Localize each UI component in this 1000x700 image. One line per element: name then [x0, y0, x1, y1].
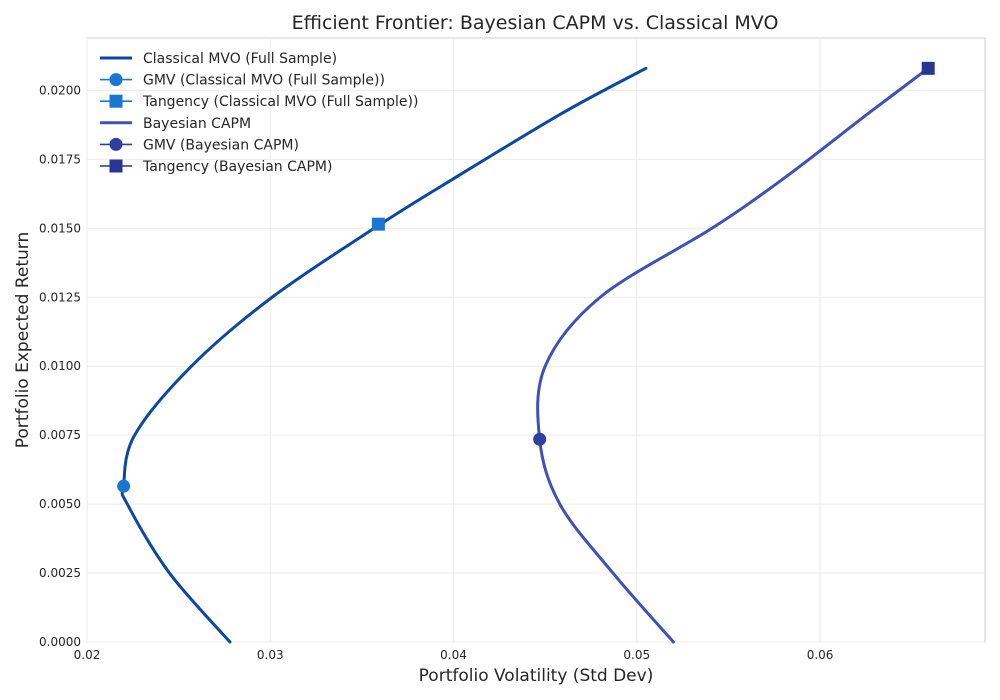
grid	[86, 38, 985, 643]
y-tick-label: 0.0125	[39, 290, 81, 304]
legend-item: GMV (Classical MVO (Full Sample))	[100, 73, 385, 89]
series-layer	[117, 61, 935, 644]
frontier-line-classical-mvo-full-sample	[120, 66, 648, 644]
legend-marker-swatch	[109, 137, 123, 151]
y-tick-label: 0.0000	[39, 635, 81, 649]
y-axis-ticks: 0.0000 0.0025 0.0050 0.0075 0.0100 0.0125 0.01…	[39, 83, 81, 649]
marker-gmv-bayesian-capm	[533, 432, 547, 446]
x-tick-label: 0.03	[257, 648, 284, 662]
y-tick-label: 0.0050	[39, 497, 81, 511]
legend-label: Bayesian CAPM	[143, 116, 251, 132]
y-tick-label: 0.0100	[39, 359, 81, 373]
x-tick-label: 0.02	[74, 648, 101, 662]
legend-item: Bayesian CAPM	[100, 116, 251, 132]
marker-gmv-classical-mvo-full-sample	[117, 479, 131, 493]
y-axis-label: Portfolio Expected Return	[13, 232, 33, 448]
legend-label: Tangency (Classical MVO (Full Sample))	[142, 94, 418, 110]
y-tick-label: 0.0200	[39, 83, 81, 97]
marker-tangency-bayesian-capm	[921, 61, 935, 75]
x-axis-label: Portfolio Volatility (Std Dev)	[419, 666, 654, 686]
legend-item: GMV (Bayesian CAPM)	[100, 137, 299, 153]
legend-label: GMV (Bayesian CAPM)	[143, 137, 299, 153]
frontier-line-bayesian-capm	[536, 66, 930, 644]
x-axis-ticks: 0.02 0.03 0.04 0.05 0.06	[74, 648, 834, 662]
x-tick-label: 0.06	[807, 648, 834, 662]
chart-title: Efficient Frontier: Bayesian CAPM vs. Cl…	[292, 12, 779, 34]
legend-item: Classical MVO (Full Sample)	[100, 51, 337, 67]
legend-item: Tangency (Bayesian CAPM)	[100, 159, 332, 175]
marker-tangency-classical-mvo-full-sample	[371, 217, 385, 231]
legend-marker-swatch	[109, 73, 123, 87]
legend-marker-swatch	[109, 94, 123, 108]
y-tick-label: 0.0075	[39, 428, 81, 442]
x-tick-label: 0.05	[623, 648, 650, 662]
legend-marker-swatch	[109, 159, 123, 173]
y-tick-label: 0.0150	[39, 221, 81, 235]
x-tick-label: 0.04	[440, 648, 467, 662]
legend-label: Classical MVO (Full Sample)	[143, 51, 337, 67]
y-tick-label: 0.0025	[39, 566, 81, 580]
legend-label: Tangency (Bayesian CAPM)	[142, 159, 332, 175]
legend-label: GMV (Classical MVO (Full Sample))	[143, 73, 385, 89]
legend-item: Tangency (Classical MVO (Full Sample))	[100, 94, 418, 110]
y-tick-label: 0.0175	[39, 152, 81, 166]
legend: Classical MVO (Full Sample) GMV (Classica…	[100, 51, 418, 175]
